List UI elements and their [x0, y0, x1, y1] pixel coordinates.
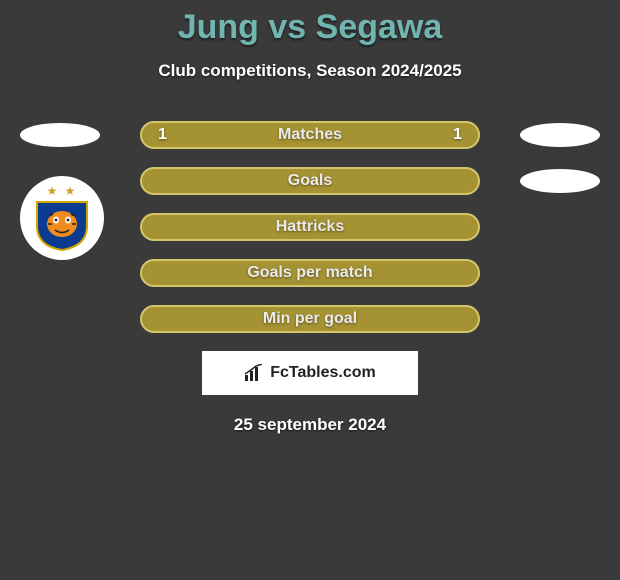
stat-label: Goals per match	[247, 264, 372, 282]
attribution-text: FcTables.com	[270, 364, 376, 382]
date-text: 25 september 2024	[0, 415, 620, 435]
right-shadow-ellipse	[520, 123, 600, 147]
stat-label: Goals	[288, 172, 332, 190]
stat-bar: Goals per match	[140, 259, 480, 287]
club-badge-left: ★ ★	[20, 176, 104, 260]
chart-icon	[244, 364, 266, 382]
stat-bar: Goals	[140, 167, 480, 195]
stat-left-value: 1	[158, 126, 167, 144]
stars-icon: ★ ★	[47, 184, 78, 198]
shield-icon	[33, 200, 91, 252]
stat-right-value: 1	[453, 126, 462, 144]
stat-row-gpm: Goals per match	[0, 259, 620, 287]
stat-label: Matches	[278, 126, 342, 144]
stat-label: Min per goal	[263, 310, 357, 328]
right-shadow-ellipse	[520, 169, 600, 193]
stat-row-matches: 1 Matches 1	[0, 121, 620, 149]
stat-row-mpg: Min per goal	[0, 305, 620, 333]
stat-bar: Hattricks	[140, 213, 480, 241]
stat-bar: Min per goal	[140, 305, 480, 333]
attribution-box: FcTables.com	[202, 351, 418, 395]
subtitle: Club competitions, Season 2024/2025	[0, 61, 620, 81]
left-shadow-ellipse	[20, 123, 100, 147]
stat-label: Hattricks	[276, 218, 344, 236]
page-title: Jung vs Segawa	[0, 0, 620, 47]
stat-bar: 1 Matches 1	[140, 121, 480, 149]
